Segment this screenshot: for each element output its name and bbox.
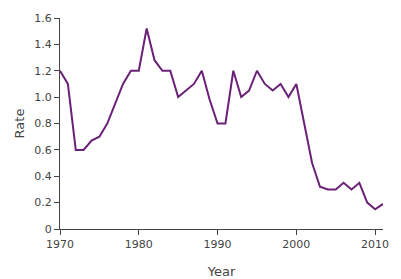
- svg-text:0.8: 0.8: [34, 117, 52, 130]
- svg-text:1980: 1980: [125, 238, 153, 251]
- svg-text:1.4: 1.4: [34, 38, 52, 51]
- svg-text:1.0: 1.0: [34, 91, 52, 104]
- svg-text:0.2: 0.2: [34, 196, 52, 209]
- svg-text:1.2: 1.2: [34, 65, 52, 78]
- svg-text:0: 0: [45, 223, 52, 236]
- svg-text:Year: Year: [207, 264, 236, 279]
- svg-text:1970: 1970: [46, 238, 74, 251]
- svg-text:2000: 2000: [282, 238, 310, 251]
- svg-text:Rate: Rate: [12, 109, 27, 139]
- svg-text:0.4: 0.4: [34, 170, 52, 183]
- svg-text:1.6: 1.6: [34, 12, 52, 25]
- svg-text:1990: 1990: [204, 238, 232, 251]
- svg-text:0.6: 0.6: [34, 144, 52, 157]
- svg-text:2010: 2010: [361, 238, 389, 251]
